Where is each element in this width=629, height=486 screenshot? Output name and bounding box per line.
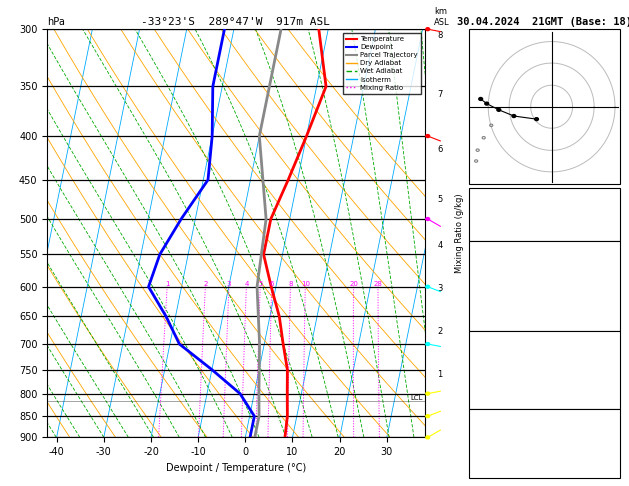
Text: EH: EH [474, 426, 483, 435]
Text: 0: 0 [610, 321, 615, 330]
Legend: Temperature, Dewpoint, Parcel Trajectory, Dry Adiabat, Wet Adiabat, Isotherm, Mi: Temperature, Dewpoint, Parcel Trajectory… [343, 33, 421, 94]
Text: Pressure (mb): Pressure (mb) [474, 347, 538, 356]
X-axis label: Dewpoint / Temperature (°C): Dewpoint / Temperature (°C) [166, 463, 306, 473]
Text: -33°23'S  289°47'W  917m ASL: -33°23'S 289°47'W 917m ASL [142, 17, 330, 27]
Text: LCL: LCL [411, 395, 423, 400]
Text: 8: 8 [437, 31, 443, 40]
Text: Hodograph: Hodograph [521, 412, 567, 421]
Text: 1: 1 [437, 370, 442, 379]
Text: 6: 6 [269, 281, 274, 287]
Text: 1: 1 [610, 270, 615, 278]
Text: 1: 1 [165, 281, 169, 287]
Text: 306: 306 [600, 360, 615, 369]
Text: CAPE (J): CAPE (J) [474, 385, 513, 395]
Text: 1.12: 1.12 [595, 229, 615, 238]
Text: 21: 21 [605, 193, 615, 203]
Text: Most Unstable: Most Unstable [511, 334, 577, 343]
Text: 45: 45 [605, 211, 615, 220]
Text: 5: 5 [610, 373, 615, 382]
Text: SREH: SREH [474, 440, 493, 449]
Text: 0: 0 [610, 399, 615, 407]
Text: 2: 2 [203, 281, 208, 287]
Text: Lifted Index: Lifted Index [474, 373, 533, 382]
Text: 28: 28 [374, 281, 382, 287]
Text: 3: 3 [226, 281, 231, 287]
Text: 20: 20 [349, 281, 358, 287]
Text: 2: 2 [437, 327, 442, 336]
Text: 30.04.2024  21GMT (Base: 18): 30.04.2024 21GMT (Base: 18) [457, 17, 629, 27]
Text: 8.4: 8.4 [600, 257, 615, 266]
Text: 26: 26 [605, 468, 615, 476]
Text: 5: 5 [437, 195, 442, 205]
Text: -105: -105 [595, 426, 615, 435]
Text: 7: 7 [437, 90, 443, 99]
Text: CAPE (J): CAPE (J) [474, 308, 513, 317]
Text: 5: 5 [258, 281, 262, 287]
Text: CIN (J): CIN (J) [474, 321, 508, 330]
Text: 0: 0 [610, 308, 615, 317]
Text: kt: kt [470, 31, 479, 40]
Text: 3: 3 [437, 284, 443, 293]
Text: 0: 0 [610, 385, 615, 395]
Text: 311°: 311° [595, 453, 615, 463]
Text: Dewp (°C): Dewp (°C) [474, 270, 518, 278]
Text: Temp (°C): Temp (°C) [474, 257, 518, 266]
Text: hPa: hPa [47, 17, 65, 27]
Text: 10: 10 [301, 281, 309, 287]
Text: 301: 301 [600, 282, 615, 292]
Text: -78: -78 [600, 440, 615, 449]
Text: 750: 750 [600, 347, 615, 356]
Text: 4: 4 [244, 281, 248, 287]
Text: Lifted Index: Lifted Index [474, 295, 533, 304]
Text: 6: 6 [437, 145, 443, 154]
Text: θᵉ(K): θᵉ(K) [474, 282, 498, 292]
Text: θᵉ (K): θᵉ (K) [474, 360, 503, 369]
Text: StmSpd (kt): StmSpd (kt) [474, 468, 528, 476]
Text: 4: 4 [437, 241, 442, 250]
Text: CIN (J): CIN (J) [474, 399, 508, 407]
Text: km
ASL: km ASL [434, 7, 450, 27]
Text: Surface: Surface [526, 244, 562, 253]
Text: StmDir: StmDir [474, 453, 503, 463]
Text: 7: 7 [610, 295, 615, 304]
Text: K: K [474, 193, 478, 203]
Text: Totals Totals: Totals Totals [474, 211, 538, 220]
Text: PW (cm): PW (cm) [474, 229, 508, 238]
Text: 8: 8 [288, 281, 292, 287]
Text: Mixing Ratio (g/kg): Mixing Ratio (g/kg) [455, 193, 464, 273]
